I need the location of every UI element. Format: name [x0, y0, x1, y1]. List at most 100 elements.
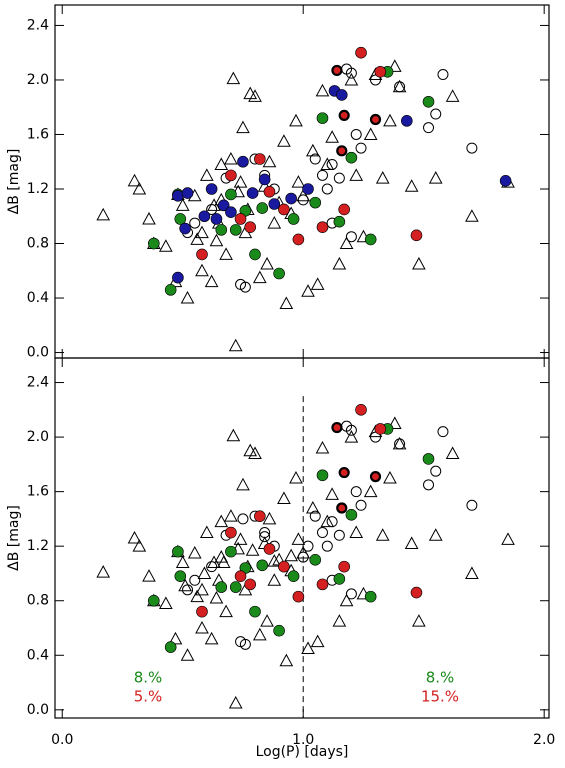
- triangle-marker: [315, 83, 330, 97]
- y-tick-label: 0.8: [27, 236, 49, 252]
- triangle-marker: [180, 648, 195, 661]
- triangle-marker: [291, 532, 306, 545]
- triangle-marker: [284, 548, 298, 562]
- triangle-marker: [320, 514, 335, 528]
- open-circle-marker: [355, 499, 367, 511]
- triangle-marker: [291, 175, 306, 188]
- triangle-marker: [349, 168, 364, 181]
- filled-circle-marker: [237, 155, 249, 168]
- triangle-marker: [344, 72, 359, 86]
- filled-circle-marker: [309, 196, 322, 209]
- filled-circle-marker: [249, 248, 261, 261]
- y-tick-label: 0.8: [27, 593, 49, 609]
- filled-circle-marker: [364, 590, 377, 603]
- triangle-marker: [216, 555, 231, 569]
- filled-circle-marker: [210, 213, 223, 225]
- plot-frame: [54, 4, 550, 359]
- filled-circle-marker: [422, 95, 435, 108]
- triangle-marker: [197, 566, 212, 579]
- filled-circle-marker: [234, 213, 247, 225]
- filled-circle-marker: [164, 641, 177, 653]
- ringed-circle-marker: [336, 502, 348, 514]
- triangle-marker: [228, 338, 243, 352]
- triangle-marker: [289, 113, 303, 127]
- filled-circle-marker: [345, 151, 358, 164]
- filled-circle-marker: [225, 188, 237, 201]
- triangle-marker: [428, 528, 443, 541]
- open-circle-marker: [316, 169, 328, 181]
- filled-circle-marker: [287, 570, 300, 582]
- open-circle-marker: [345, 588, 357, 600]
- filled-circle-marker: [174, 570, 187, 582]
- open-circle-marker: [437, 426, 449, 438]
- filled-circle-marker: [287, 213, 300, 225]
- annotation: 8.%: [134, 669, 163, 687]
- filled-circle-marker: [249, 605, 261, 618]
- triangle-marker: [127, 530, 142, 544]
- y-tick-label: 1.2: [27, 538, 49, 554]
- annotation: 15.%: [421, 688, 459, 706]
- triangle-marker: [383, 113, 397, 127]
- open-circle-marker: [316, 527, 328, 539]
- triangle-marker: [267, 554, 282, 567]
- filled-circle-marker: [345, 509, 358, 521]
- triangle-marker: [262, 511, 277, 525]
- filled-circle-marker: [148, 237, 160, 250]
- ringed-circle-marker: [369, 113, 382, 126]
- x-tick-label: 1.0: [292, 732, 314, 748]
- filled-circle-marker: [316, 221, 329, 233]
- filled-circle-marker: [374, 423, 387, 435]
- triangle-marker: [224, 151, 238, 165]
- triangle-marker: [187, 545, 202, 559]
- triangle-marker: [465, 209, 479, 222]
- triangle-marker: [412, 614, 426, 627]
- open-circle-marker: [259, 531, 271, 543]
- triangle-marker: [175, 555, 190, 569]
- filled-circle-marker: [244, 221, 256, 233]
- open-circle-marker: [302, 540, 314, 552]
- open-circle-marker: [345, 424, 357, 436]
- triangle-marker: [243, 86, 258, 100]
- triangle-marker: [190, 589, 205, 603]
- filled-circle-marker: [410, 229, 423, 242]
- open-circle-marker: [206, 561, 218, 573]
- triangle-marker: [142, 569, 156, 582]
- triangle-marker: [245, 543, 260, 556]
- triangle-marker: [199, 525, 214, 539]
- triangle-marker: [363, 127, 378, 140]
- open-circle-marker: [326, 516, 338, 528]
- filled-circle-marker: [172, 271, 184, 284]
- filled-circle-marker: [225, 206, 237, 218]
- filled-circle-marker: [215, 581, 228, 593]
- filled-circle-marker: [225, 545, 237, 558]
- open-circle-marker: [350, 128, 362, 140]
- filled-circle-marker: [256, 559, 269, 572]
- triangle-marker: [142, 211, 156, 225]
- y-tick-label: 0.4: [27, 647, 49, 663]
- ringed-circle-marker: [338, 466, 350, 479]
- open-circle-marker: [355, 142, 367, 154]
- filled-circle-marker: [422, 453, 435, 465]
- ringed-circle-marker: [336, 145, 348, 157]
- triangle-marker: [260, 614, 274, 627]
- y-tick-label: 2.4: [27, 375, 49, 391]
- filled-circle-marker: [198, 210, 211, 223]
- triangle-marker: [339, 593, 354, 607]
- triangle-marker: [96, 565, 111, 578]
- open-circle-marker: [297, 194, 309, 206]
- triangle-marker: [383, 470, 397, 484]
- open-circle-marker: [321, 183, 333, 195]
- triangle-marker: [96, 207, 111, 221]
- triangle-marker: [262, 154, 277, 168]
- triangle-marker: [301, 284, 315, 297]
- open-circle-marker: [333, 172, 345, 184]
- triangle-marker: [465, 566, 479, 579]
- triangle-marker: [214, 514, 229, 528]
- filled-circle-marker: [335, 89, 348, 101]
- open-circle-marker: [333, 529, 345, 541]
- triangle-marker: [226, 428, 241, 442]
- open-circle-marker: [437, 69, 449, 81]
- filled-circle-marker: [246, 187, 259, 199]
- ringed-circle-marker: [331, 421, 343, 434]
